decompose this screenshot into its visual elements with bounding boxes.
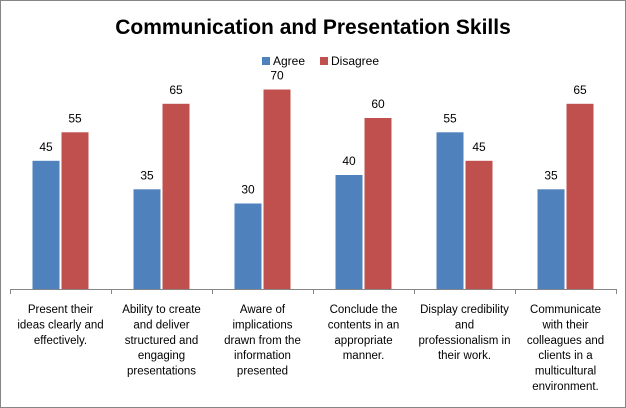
data-label: 45	[39, 140, 53, 154]
data-label: 65	[169, 83, 183, 97]
data-label: 35	[140, 168, 154, 182]
data-label: 60	[371, 97, 385, 111]
disagree-bar	[162, 103, 190, 290]
data-label: 45	[472, 140, 486, 154]
category-label: Aware of implications drawn from the inform…	[224, 304, 301, 378]
disagree-bar	[364, 118, 392, 289]
agree-bar	[234, 203, 262, 289]
category-label: Display credibility and professionalism in…	[418, 304, 510, 362]
disagree-bar	[465, 160, 493, 290]
category-label: Communicate with their colleagues and clien…	[527, 304, 604, 393]
category-labels: Present their ideas clearly and effectivel…	[17, 304, 604, 393]
legend-label: Disagree	[331, 54, 379, 68]
legend-swatch	[320, 57, 328, 65]
category-label: Present their ideas clearly and effectivel…	[17, 304, 103, 347]
category-label: Conclude the contents in an appropriate man…	[328, 304, 400, 362]
agree-bar	[537, 189, 565, 290]
legend-label: Agree	[273, 54, 305, 68]
agree-bar	[335, 175, 363, 289]
agree-bar	[436, 132, 464, 290]
data-label: 30	[241, 183, 255, 197]
legend: Agree Disagree	[262, 54, 379, 68]
category-label: Ability to create and deliver structured a…	[122, 304, 201, 378]
bars-group: 45 35 30 40 55 35 55 65 70 60 45 65	[10, 69, 617, 294]
data-label: 65	[573, 83, 587, 97]
data-label: 40	[342, 154, 356, 168]
data-label: 70	[270, 69, 284, 83]
agree-bar	[133, 189, 161, 290]
disagree-bar	[566, 103, 594, 290]
disagree-bar	[263, 89, 291, 289]
agree-bar	[32, 160, 60, 290]
data-label: 35	[544, 168, 558, 182]
data-label: 55	[68, 111, 82, 125]
data-label: 55	[443, 111, 457, 125]
chart-title: Communication and Presentation Skills	[115, 16, 511, 39]
legend-swatch	[262, 57, 270, 65]
disagree-bar	[61, 132, 89, 290]
